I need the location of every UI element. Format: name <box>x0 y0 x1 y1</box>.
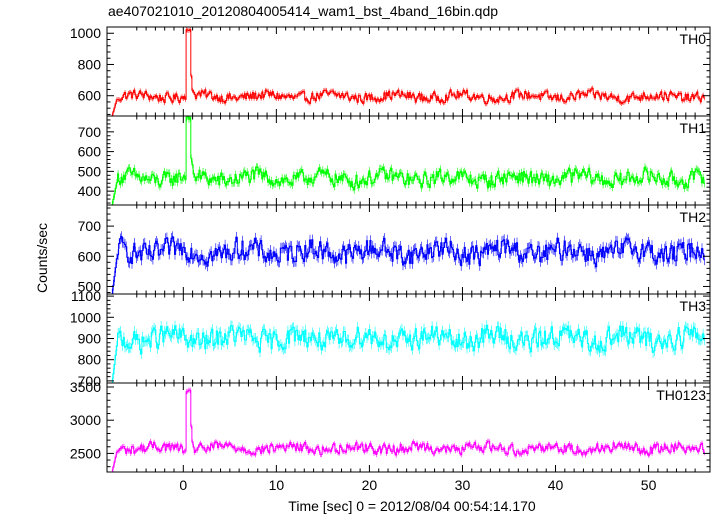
panel-label: TH1 <box>680 120 707 136</box>
panel-th0: 600 800 1000 TH0 <box>70 25 711 117</box>
panel-th0123: 2500 3000 3500 TH0123 <box>70 379 711 473</box>
x-tick-label: 10 <box>269 477 285 493</box>
series-th2-line <box>111 236 705 294</box>
panel-label: TH0123 <box>656 387 706 403</box>
panel-frame <box>106 382 711 473</box>
x-tick-label: 20 <box>362 477 378 493</box>
panel-label: TH0 <box>680 31 707 47</box>
y-tick-label: 700 <box>78 218 102 234</box>
series-th0123-line <box>111 389 705 472</box>
y-tick-label: 1000 <box>70 25 101 41</box>
x-tick-label: 40 <box>548 477 564 493</box>
x-tick-label: 30 <box>455 477 471 493</box>
series-th0-errorbars <box>111 27 705 116</box>
y-tick-label: 1000 <box>70 309 101 325</box>
panel-label: TH3 <box>680 298 707 314</box>
y-tick-label: 600 <box>78 144 102 160</box>
y-tick-label: 1100 <box>71 288 101 304</box>
series-th1-errorbars <box>111 116 705 205</box>
x-tick-label: 0 <box>179 477 187 493</box>
x-axis-label: Time [sec] 0 = 2012/08/04 00:54:14.170 <box>288 498 536 514</box>
panel-th1: 400 500 600 700 TH1 <box>78 115 711 206</box>
series-th0-line <box>111 29 705 116</box>
series-th3-errorbars <box>111 320 705 383</box>
panel-th2: 500 600 700 TH2 <box>78 204 711 295</box>
y-tick-label: 800 <box>78 56 102 72</box>
series-th0123-errorbars <box>111 387 705 472</box>
y-tick-label: 3500 <box>70 379 101 395</box>
y-tick-label: 700 <box>78 373 102 389</box>
y-tick-label: 400 <box>78 183 102 199</box>
panel-th3: 700 800 900 1000 1100 TH3 <box>70 288 711 389</box>
series-th3-line <box>111 325 705 383</box>
y-tick-label: 600 <box>78 248 102 264</box>
y-axis-label: Counts/sec <box>34 223 50 293</box>
series-th1-line <box>111 116 705 205</box>
y-tick-label: 500 <box>78 278 102 294</box>
y-tick-label: 3000 <box>70 412 101 428</box>
y-tick-label: 700 <box>78 124 102 140</box>
y-tick-label: 900 <box>78 331 102 347</box>
panel-label: TH2 <box>680 209 707 225</box>
x-tick-label: 50 <box>641 477 657 493</box>
y-tick-label: 2500 <box>70 445 101 461</box>
chart-title: ae407021010_20120804005414_wam1_bst_4ban… <box>108 3 498 19</box>
y-tick-label: 600 <box>78 88 102 104</box>
y-tick-label: 800 <box>78 352 102 368</box>
panel-frame <box>106 115 711 206</box>
y-tick-label: 500 <box>78 163 102 179</box>
